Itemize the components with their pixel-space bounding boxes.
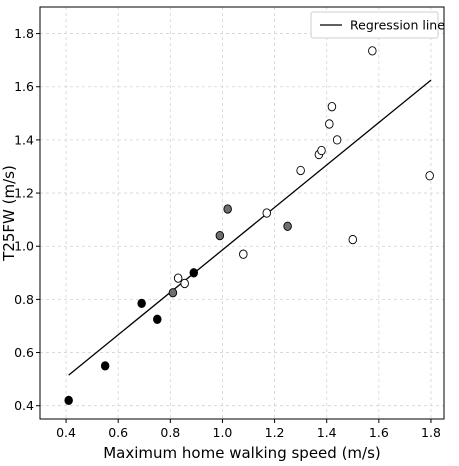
- data-point-filled-gray: [223, 204, 232, 214]
- regression-line-group: [68, 79, 432, 376]
- y-tick-label: 1.6: [14, 79, 34, 94]
- y-tick-label: 1.4: [14, 132, 34, 147]
- data-point-open-circle: [317, 145, 326, 156]
- data-point-filled-black: [64, 395, 73, 406]
- data-point-open-circle: [262, 208, 272, 218]
- y-tick-label: 1.8: [14, 26, 34, 41]
- data-points: [64, 46, 434, 406]
- data-point-open-circle: [327, 102, 337, 112]
- y-tick-label: 0.6: [14, 345, 34, 360]
- data-point-filled-black: [189, 268, 199, 278]
- data-point-open-circle: [239, 249, 248, 259]
- data-point-filled-gray: [283, 221, 292, 231]
- x-tick-label: 0.8: [160, 425, 180, 440]
- legend-label: Regression line: [350, 18, 445, 33]
- x-tick-label: 1.8: [421, 425, 441, 440]
- data-point-open-circle: [332, 135, 342, 145]
- x-tick-label: 1.4: [317, 425, 337, 440]
- data-point-filled-gray: [215, 230, 225, 241]
- y-axis-label: T25FW (m/s): [0, 165, 18, 262]
- data-point-filled-black: [153, 314, 162, 324]
- legend-box: [310, 11, 439, 39]
- legend: Regression line: [310, 11, 445, 39]
- data-point-open-circle: [425, 171, 434, 181]
- x-tick-label: 1.6: [369, 425, 389, 440]
- x-tick-label: 1.2: [265, 425, 285, 440]
- data-point-open-circle: [180, 278, 189, 289]
- plot-frame: [39, 6, 445, 420]
- regression-line: [68, 79, 432, 376]
- y-tick-label: 1.0: [14, 239, 34, 254]
- x-tick-label: 0.6: [108, 425, 128, 440]
- data-point-open-circle: [296, 165, 305, 176]
- y-tick-label: 0.8: [14, 292, 34, 307]
- axis-ticks: 0.4 0.6 0.8 1.0 1.2 1.4 1.6 1.8 0.4 0.6 0.8 1.0 1.2 1…: [14, 26, 441, 440]
- data-point-filled-black: [137, 298, 146, 309]
- data-point-open-circle: [348, 234, 358, 245]
- data-point-open-circle: [173, 273, 183, 283]
- data-point-filled-gray: [168, 288, 178, 298]
- x-axis-label: Maximum home walking speed (m/s): [103, 444, 381, 462]
- y-tick-label: 1.2: [14, 186, 34, 201]
- data-point-open-circle: [325, 119, 334, 129]
- x-tick-label: 0.4: [56, 425, 76, 440]
- data-point-filled-black: [100, 361, 110, 371]
- y-tick-label: 0.4: [14, 398, 34, 413]
- x-tick-label: 1.0: [213, 425, 233, 440]
- data-point-open-circle: [368, 46, 377, 56]
- grid: [40, 7, 444, 419]
